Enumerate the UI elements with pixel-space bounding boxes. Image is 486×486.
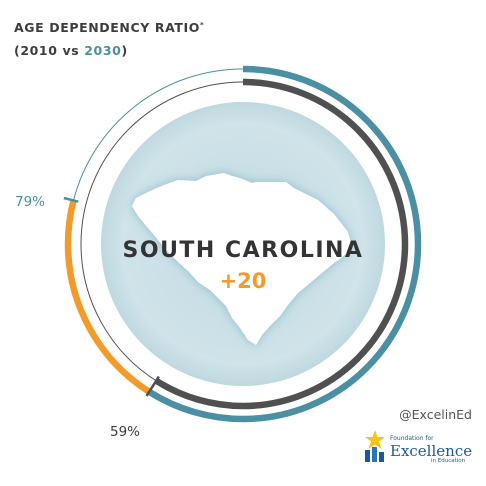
outer-ring-increase bbox=[64, 65, 422, 423]
marker-2030 bbox=[63, 196, 79, 203]
twitter-handle: @ExcelinEd bbox=[399, 407, 472, 422]
logo-small-text: Foundation for bbox=[390, 435, 434, 442]
foundation-logo: Foundation for Excellence in Education bbox=[363, 428, 475, 468]
logo-big-text: Excellence bbox=[390, 442, 473, 460]
state-map-shape bbox=[132, 173, 352, 345]
subtitle-year-2010: 2010 bbox=[20, 43, 58, 58]
state-name: SOUTH CAROLINA bbox=[122, 238, 364, 263]
value-label-2010: 59% bbox=[110, 424, 141, 440]
logo-tag-text: in Education bbox=[431, 458, 466, 464]
chart-subtitle: (2010 vs 2030) bbox=[14, 43, 128, 58]
change-value: +20 bbox=[219, 269, 267, 293]
subtitle-year-2030: 2030 bbox=[84, 43, 122, 58]
chart-title: AGE DEPENDENCY RATIO* bbox=[14, 20, 205, 35]
value-label-2030: 79% bbox=[15, 194, 46, 210]
chart-header: AGE DEPENDENCY RATIO* (2010 vs 2030) bbox=[14, 20, 204, 58]
logo-star-icon bbox=[365, 430, 385, 462]
marker-2010 bbox=[145, 375, 160, 397]
outer-ring-2030-thin bbox=[67, 68, 419, 420]
inner-ring-2010-thin bbox=[80, 81, 406, 407]
